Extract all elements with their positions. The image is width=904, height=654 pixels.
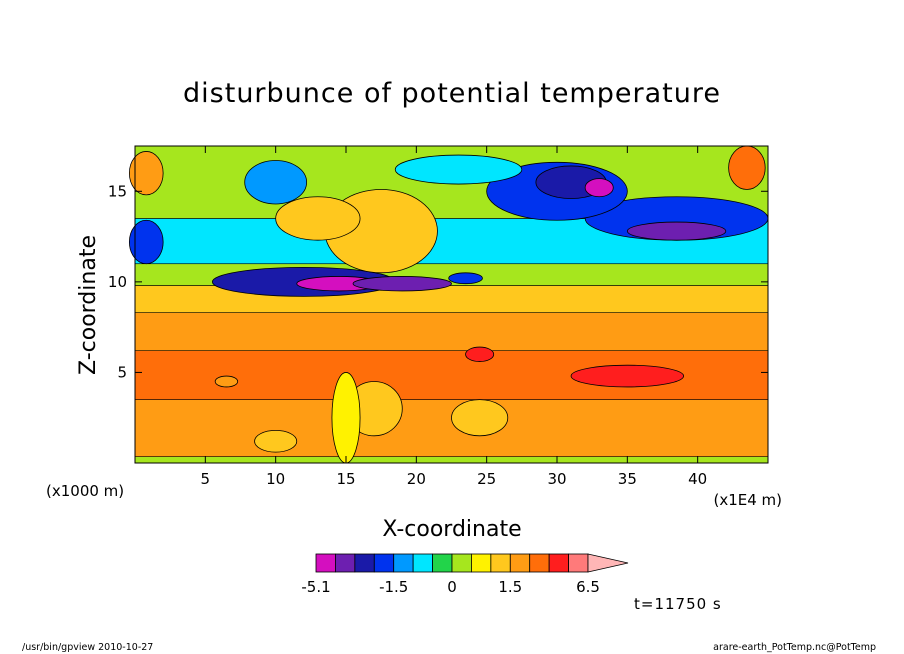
x-tick-label: 30 <box>547 470 566 488</box>
colorbar-label: -5.1 <box>301 578 330 596</box>
colorbar-segment <box>432 553 453 573</box>
x-axis-ticks: 5 10 15 20 25 30 35 40 <box>201 146 707 488</box>
x-tick-label: 10 <box>266 470 285 488</box>
colorbar <box>315 553 629 573</box>
field-anomaly <box>128 151 164 196</box>
field-anomaly <box>465 346 495 362</box>
colorbar-segment <box>509 553 531 573</box>
field-anomaly <box>448 272 483 285</box>
y-axis-label: Z-coordinate <box>76 235 101 375</box>
field-anomaly <box>570 364 684 388</box>
y-tick-label: 10 <box>108 273 127 291</box>
field-band <box>134 399 769 457</box>
x-axis-label: X-coordinate <box>382 517 521 542</box>
x-tick-label: 40 <box>688 470 707 488</box>
field-band <box>134 456 769 464</box>
field-anomaly <box>352 276 452 292</box>
field-anomaly <box>244 160 308 205</box>
colorbar-label: 6.5 <box>576 578 600 596</box>
field-anomaly <box>275 196 361 241</box>
x-tick-label: 5 <box>201 470 211 488</box>
colorbar-segment <box>335 553 356 573</box>
colorbar-extend-arrow <box>587 553 629 573</box>
x-tick-label: 25 <box>477 470 496 488</box>
colorbar-segment <box>529 553 550 573</box>
field-anomaly <box>394 154 523 185</box>
x-tick-label: 20 <box>407 470 426 488</box>
field-anomaly <box>331 372 361 464</box>
field-anomaly <box>584 178 614 198</box>
colorbar-segment <box>568 553 589 573</box>
y-tick-label: 5 <box>117 363 127 381</box>
x-unit-right-label: (x1E4 m) <box>713 491 782 509</box>
colorbar-label: -1.5 <box>379 578 408 596</box>
field-band <box>134 312 769 351</box>
field-anomaly <box>128 219 164 265</box>
field-anomaly <box>728 145 766 190</box>
field-anomaly <box>451 399 509 437</box>
field-anomaly <box>626 221 727 241</box>
footer-right: arare-earth_PotTemp.nc@PotTemp <box>713 642 876 653</box>
y-tick-label: 15 <box>108 182 127 200</box>
colorbar-segment <box>451 553 472 573</box>
contour-field <box>128 145 769 464</box>
colorbar-labels: -5.1 -1.5 0 1.5 6.5 <box>301 578 600 596</box>
x-unit-label: (x1000 m) <box>46 482 124 500</box>
colorbar-segment <box>315 553 336 573</box>
colorbar-segment <box>471 553 492 573</box>
field-anomaly <box>214 375 239 388</box>
time-label: t=11750 s <box>634 595 722 613</box>
y-axis-ticks: 5 10 15 <box>108 182 768 381</box>
colorbar-label: 1.5 <box>498 578 522 596</box>
field-anomaly <box>254 429 298 453</box>
colorbar-label: 0 <box>447 578 457 596</box>
colorbar-segment <box>373 553 395 573</box>
colorbar-segment <box>548 553 569 573</box>
colorbar-segment <box>490 553 511 573</box>
colorbar-segment <box>354 553 375 573</box>
plot-frame <box>134 145 769 464</box>
colorbar-segment <box>412 553 433 573</box>
x-tick-label: 35 <box>618 470 637 488</box>
footer-left: /usr/bin/gpview 2010-10-27 <box>22 642 153 653</box>
chart-title: disturbunce of potential temperature <box>183 78 721 109</box>
colorbar-segment <box>393 553 414 573</box>
x-tick-label: 15 <box>336 470 355 488</box>
